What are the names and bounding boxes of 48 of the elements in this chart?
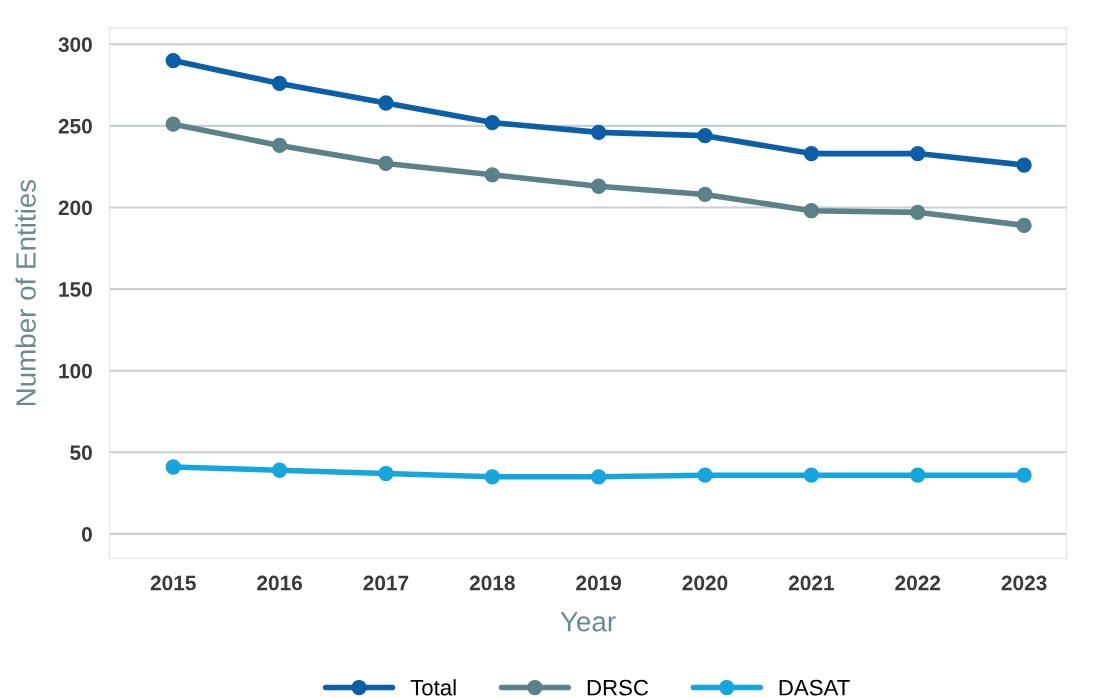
y-tick-label: 300 [58,37,92,53]
x-axis-title: Year [560,612,616,632]
x-tick-label: 2016 [257,575,302,591]
point [697,467,713,483]
y-axis-title: Number of Entities [15,179,36,406]
y-tick-label: 100 [59,363,92,379]
x-tick-label: 2020 [682,575,728,591]
point [803,203,820,219]
point [591,124,607,141]
point [697,186,713,203]
point [484,469,500,485]
point [697,128,713,144]
point [378,155,394,172]
point [165,52,181,69]
point [803,467,820,483]
y-tick-label: 50 [70,445,92,461]
x-tick-label: 2017 [363,575,409,591]
point [378,465,394,482]
point [1016,467,1032,483]
x-tick-label: 2015 [150,575,196,591]
point [803,145,820,162]
y-tick-label: 250 [58,118,92,134]
x-tick-label: 2018 [469,575,515,591]
point [484,114,500,131]
point [165,459,181,475]
y-tick-label: 150 [59,282,92,297]
point [910,145,926,162]
point [591,469,607,485]
point [910,467,926,483]
x-tick-label: 2022 [895,575,941,591]
legend-label: DRSC [587,679,649,696]
point [1016,157,1032,173]
point [271,75,288,92]
y-tick-label: 200 [58,200,92,216]
point [484,167,500,183]
point [910,204,926,221]
y-tick-label: 0 [81,526,92,542]
x-tick-label: 2021 [788,575,834,591]
x-tick-label: 2023 [1001,575,1047,591]
x-tick-label: 2019 [576,575,622,591]
point [1016,217,1032,234]
legend-label: DASAT [779,679,850,696]
point [271,462,288,478]
legend-label: Total [410,679,456,696]
point [378,95,394,111]
point [165,116,181,132]
point [591,178,607,194]
point [271,137,288,154]
